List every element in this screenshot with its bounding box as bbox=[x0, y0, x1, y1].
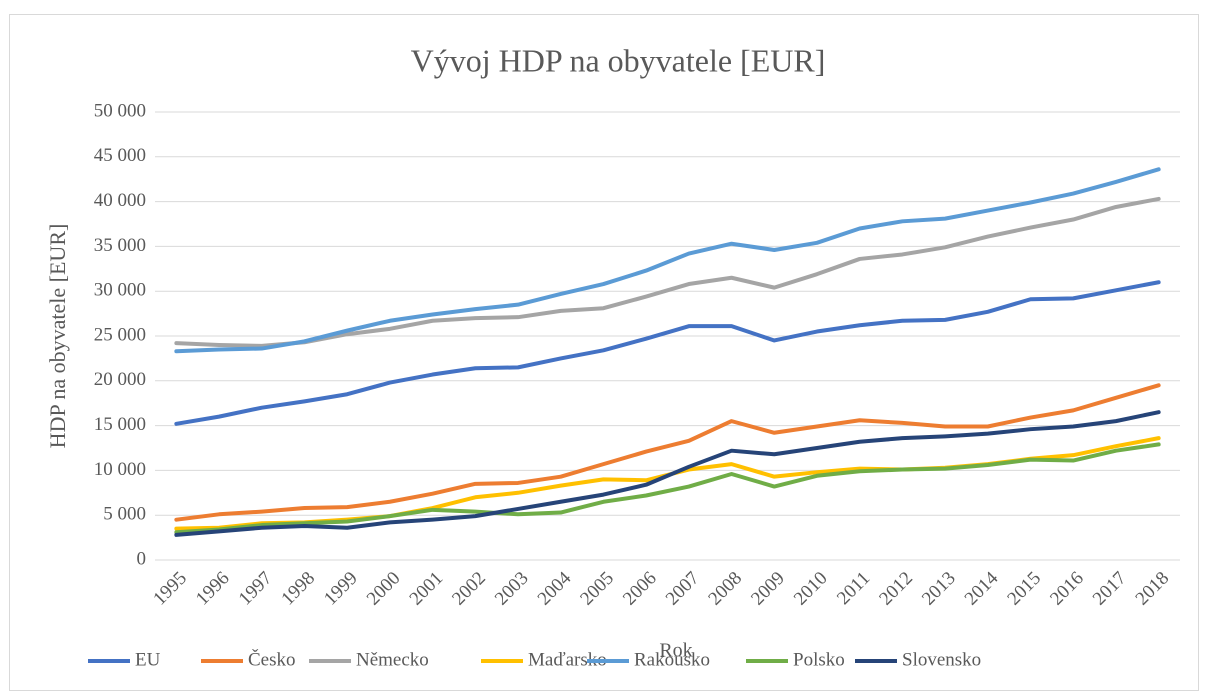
y-tick-label: 50 000 bbox=[94, 100, 146, 121]
y-tick-label: 15 000 bbox=[94, 414, 146, 435]
y-axis-title: HDP na obyvatele [EUR] bbox=[45, 224, 70, 449]
legend-label: Rakousko bbox=[634, 649, 710, 670]
legend-label: Slovensko bbox=[902, 649, 981, 670]
y-tick-label: 35 000 bbox=[94, 235, 146, 256]
y-tick-label: 10 000 bbox=[94, 459, 146, 480]
y-tick-label: 20 000 bbox=[94, 369, 146, 390]
chart-border bbox=[9, 14, 1199, 691]
legend-label: Německo bbox=[356, 649, 429, 670]
legend-label: EU bbox=[135, 649, 161, 670]
legend-label: Česko bbox=[248, 648, 296, 670]
y-tick-label: 40 000 bbox=[94, 190, 146, 211]
series-line bbox=[174, 383, 1161, 522]
y-tick-label: 0 bbox=[137, 548, 147, 569]
y-tick-label: 25 000 bbox=[94, 324, 146, 345]
y-tick-label: 45 000 bbox=[94, 145, 146, 166]
legend-label: Maďarsko bbox=[528, 649, 607, 670]
series-line bbox=[174, 167, 1161, 354]
legend-label: Polsko bbox=[793, 649, 845, 670]
series-line bbox=[174, 280, 1161, 426]
chart-title: Vývoj HDP na obyvatele [EUR] bbox=[411, 42, 826, 78]
y-tick-label: 5 000 bbox=[103, 504, 146, 525]
series-line bbox=[174, 196, 1161, 348]
series-line bbox=[174, 410, 1161, 537]
y-tick-label: 30 000 bbox=[94, 280, 146, 301]
series-line bbox=[174, 442, 1161, 535]
x-axis-title: Rok bbox=[659, 640, 692, 662]
